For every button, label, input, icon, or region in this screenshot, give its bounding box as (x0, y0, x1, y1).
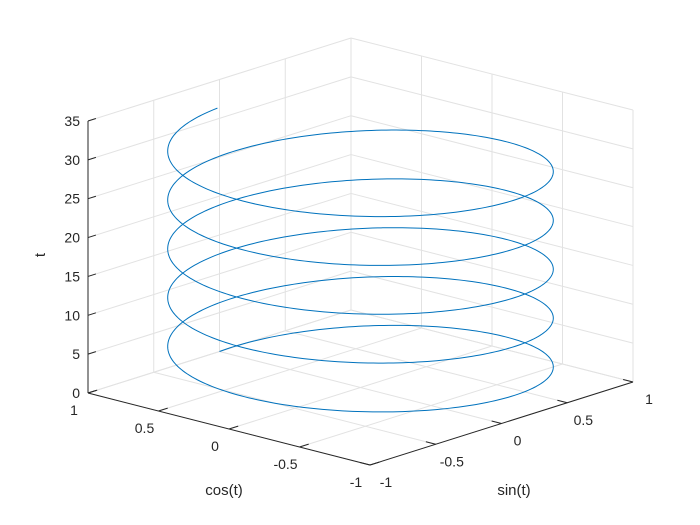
x-tick-label: 0.5 (574, 412, 594, 428)
z-tick (87, 312, 97, 316)
z-tick-label: 30 (64, 152, 80, 168)
x-tick (557, 399, 568, 404)
z-tick (87, 156, 97, 161)
grid-line (350, 154, 634, 228)
x-tick (623, 378, 634, 383)
grid-line (87, 270, 352, 355)
z-tick (87, 273, 97, 277)
z-tick (87, 234, 97, 239)
x-tick-label: 0 (514, 433, 522, 449)
grid-line (87, 231, 352, 316)
grid-line (87, 154, 352, 239)
grid-line (350, 309, 634, 383)
x-tick (425, 441, 436, 445)
y-tick-label: 1 (70, 402, 78, 418)
y-tick (228, 425, 239, 430)
z-tick (87, 118, 97, 122)
y-tick-label: 0.5 (135, 420, 155, 436)
z-tick-label: 35 (64, 113, 80, 129)
grid-line (228, 345, 493, 430)
grid-layer (87, 37, 634, 466)
grid-line (350, 37, 634, 111)
grid-line (158, 327, 422, 412)
y-tick-label: -0.5 (273, 456, 297, 472)
y-axis-label: cos(t) (205, 482, 243, 499)
z-tick-label: 25 (64, 191, 80, 207)
x-tick-label: -1 (380, 474, 393, 490)
grid-line (87, 76, 352, 161)
y-tick-label: 0 (211, 438, 219, 454)
helix-series-line (167, 107, 554, 413)
y-tick (158, 407, 168, 412)
grid-line (350, 270, 634, 344)
grid-line (299, 363, 563, 448)
grid-line (87, 115, 352, 200)
label-layer: sin(t) cos(t) t -1-0.500.51-1-0.500.5105… (32, 113, 653, 499)
z-tick-label: 0 (72, 385, 80, 401)
z-tick-label: 10 (64, 307, 80, 323)
y-tick (299, 443, 309, 448)
x-axis-label: sin(t) (497, 482, 530, 499)
z-tick (87, 195, 97, 200)
grid-line (87, 192, 352, 277)
z-tick (87, 390, 97, 394)
grid-line (350, 76, 634, 150)
z-tick-label: 20 (64, 230, 80, 246)
z-tick-label: 5 (72, 346, 80, 362)
x-tick (360, 461, 371, 466)
grid-line (350, 231, 634, 305)
y-tick-label: -1 (350, 474, 363, 490)
grid-line (87, 37, 352, 122)
y-tick (369, 461, 380, 466)
grid-line (350, 115, 634, 189)
grid-line (350, 192, 634, 266)
x-tick-label: -0.5 (440, 453, 464, 469)
x-tick (491, 420, 502, 424)
z-tick (87, 351, 97, 355)
z-tick-label: 15 (64, 268, 80, 284)
z-axis-label: t (32, 252, 49, 257)
x-tick-label: 1 (645, 391, 653, 407)
axis-layer (87, 118, 634, 466)
line-layer (167, 107, 554, 413)
